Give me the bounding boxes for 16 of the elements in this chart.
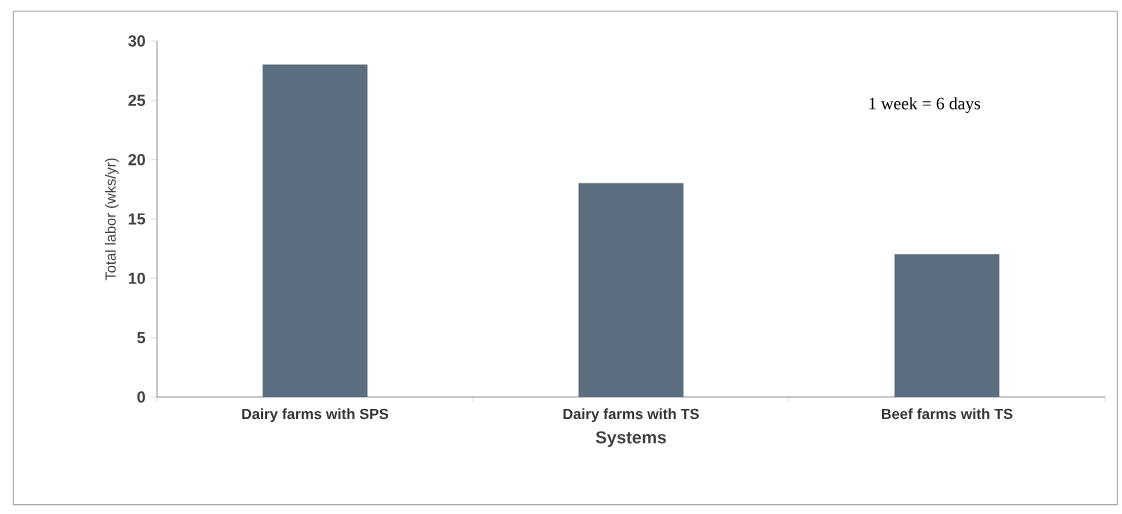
- y-tick-label: 30: [128, 35, 145, 47]
- x-tick-label: Dairy farms with TS: [563, 408, 699, 423]
- y-tick-label: 5: [137, 332, 146, 344]
- y-tick-label: 25: [128, 94, 146, 106]
- bar: [262, 64, 368, 397]
- x-tick-label: Beef farms with TS: [881, 408, 1013, 420]
- y-tick-label: 15: [128, 213, 146, 225]
- y-tick-label: 10: [128, 272, 145, 284]
- y-tick-label: 0: [137, 391, 145, 403]
- annotation: 1 week = 6 days: [869, 97, 981, 113]
- bar: [894, 254, 1000, 397]
- x-axis-title: Systems: [595, 431, 666, 447]
- y-tick-label: 20: [128, 154, 145, 166]
- x-tick-label: Dairy farms with SPS: [242, 408, 389, 423]
- y-axis-title: Total labor (wks/yr): [105, 158, 119, 281]
- bar: [578, 183, 684, 397]
